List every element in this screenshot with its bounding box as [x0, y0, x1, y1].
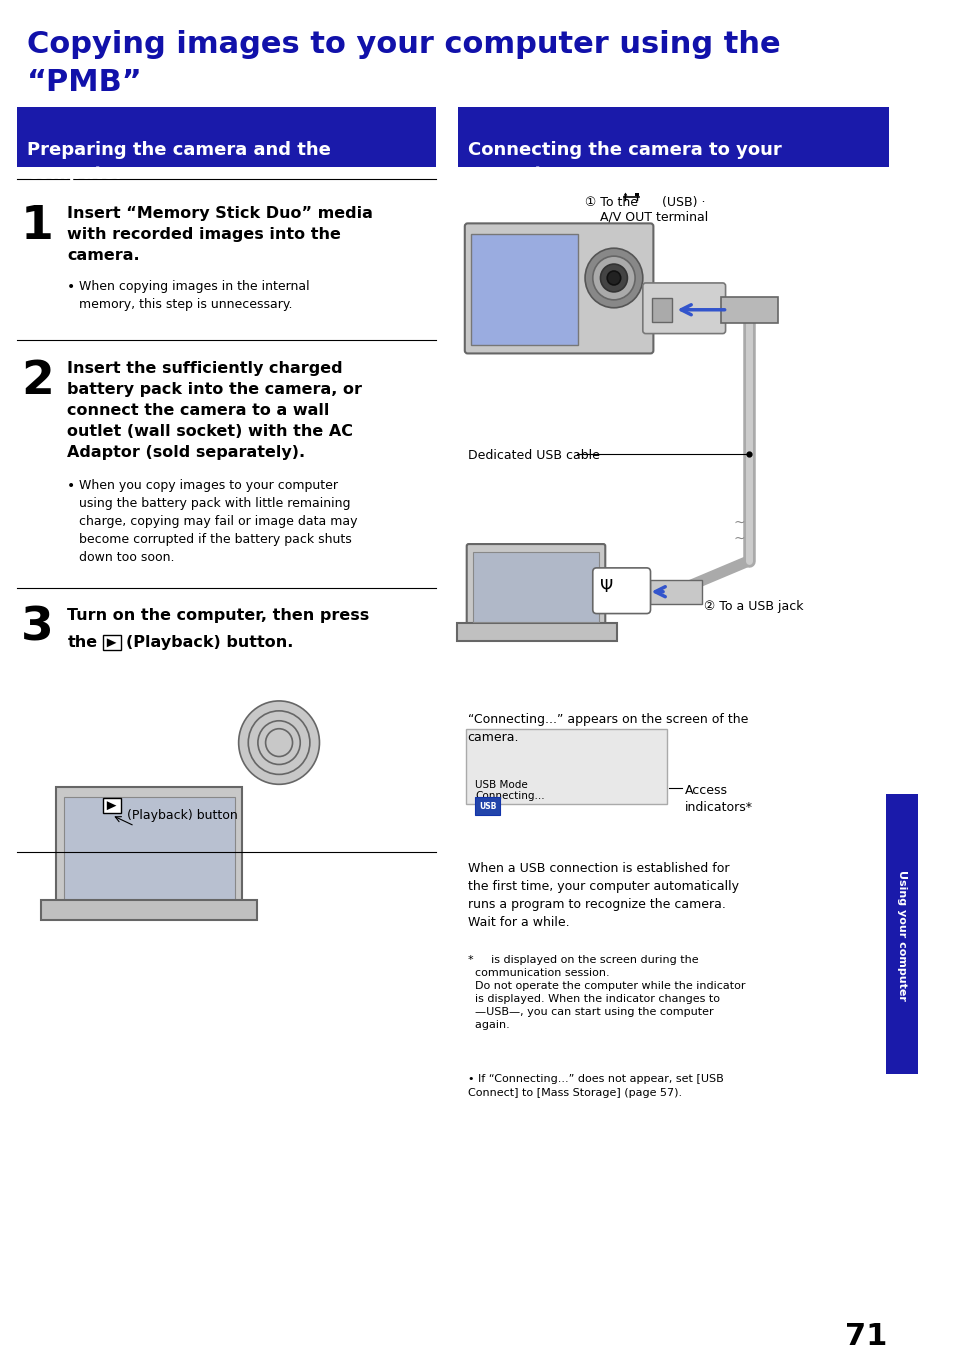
Circle shape	[238, 702, 319, 784]
Text: Insert the sufficiently charged
battery pack into the camera, or
connect the cam: Insert the sufficiently charged battery …	[68, 361, 362, 460]
FancyBboxPatch shape	[473, 552, 598, 622]
Text: the: the	[68, 635, 97, 650]
Text: When copying images in the internal
memory, this step is unnecessary.: When copying images in the internal memo…	[79, 280, 309, 311]
Text: again.: again.	[467, 1019, 509, 1030]
Text: When you copy images to your computer
using the battery pack with little remaini: When you copy images to your computer us…	[79, 479, 357, 563]
Circle shape	[606, 271, 620, 285]
Circle shape	[599, 265, 627, 292]
Text: communication session.: communication session.	[467, 968, 609, 978]
Circle shape	[265, 729, 293, 756]
Text: *     is displayed on the screen during the: * is displayed on the screen during the	[467, 955, 698, 965]
FancyBboxPatch shape	[466, 544, 604, 630]
Text: Turn on the computer, then press: Turn on the computer, then press	[68, 608, 369, 623]
Polygon shape	[107, 801, 116, 810]
Text: 2: 2	[21, 360, 54, 404]
Text: “PMB”: “PMB”	[27, 68, 143, 96]
FancyBboxPatch shape	[642, 284, 725, 334]
Circle shape	[257, 721, 300, 764]
FancyBboxPatch shape	[456, 623, 617, 642]
Text: Dedicated USB cable: Dedicated USB cable	[467, 449, 598, 461]
FancyBboxPatch shape	[64, 797, 234, 902]
FancyBboxPatch shape	[652, 297, 671, 322]
Text: • If “Connecting...” does not appear, set [USB
Connect] to [Mass Storage] (page : • If “Connecting...” does not appear, se…	[467, 1075, 722, 1098]
FancyBboxPatch shape	[56, 787, 242, 911]
Text: —USB—, you can start using the computer: —USB—, you can start using the computer	[467, 1007, 713, 1016]
FancyBboxPatch shape	[475, 797, 500, 816]
Text: ② To a USB jack: ② To a USB jack	[703, 600, 803, 612]
Text: •: •	[68, 280, 75, 294]
FancyBboxPatch shape	[649, 579, 700, 604]
Text: •: •	[68, 479, 75, 493]
Polygon shape	[623, 193, 627, 195]
Text: Access
indicators*: Access indicators*	[684, 784, 752, 814]
Text: 3: 3	[21, 605, 54, 650]
Text: Insert “Memory Stick Duo” media
with recorded images into the
camera.: Insert “Memory Stick Duo” media with rec…	[68, 205, 373, 262]
FancyBboxPatch shape	[885, 794, 917, 1075]
FancyBboxPatch shape	[720, 297, 777, 323]
Text: ① To the      (USB) ·: ① To the (USB) ·	[584, 195, 705, 209]
FancyBboxPatch shape	[470, 235, 578, 345]
Circle shape	[248, 711, 310, 775]
Text: Do not operate the computer while the indicator: Do not operate the computer while the in…	[467, 981, 744, 991]
Circle shape	[592, 256, 635, 300]
Polygon shape	[107, 638, 116, 647]
Text: When a USB connection is established for
the first time, your computer automatic: When a USB connection is established for…	[467, 862, 738, 928]
Text: A/V OUT terminal: A/V OUT terminal	[599, 210, 708, 224]
Text: is displayed. When the indicator changes to: is displayed. When the indicator changes…	[467, 993, 719, 1004]
Text: USB: USB	[478, 802, 497, 811]
Text: Copying images to your computer using the: Copying images to your computer using th…	[27, 30, 780, 58]
FancyBboxPatch shape	[103, 798, 121, 813]
Text: Using your computer: Using your computer	[896, 870, 905, 1000]
Text: (Playback) button: (Playback) button	[127, 809, 237, 822]
Text: ~
~: ~ ~	[733, 516, 744, 546]
Text: Ψ: Ψ	[599, 578, 613, 596]
Text: USB Mode: USB Mode	[475, 780, 528, 790]
Text: Connecting the camera to your
computer: Connecting the camera to your computer	[467, 141, 781, 183]
Text: Connecting...: Connecting...	[475, 791, 544, 801]
Text: 71: 71	[844, 1323, 886, 1352]
Circle shape	[584, 248, 642, 308]
FancyBboxPatch shape	[465, 729, 666, 805]
Text: Preparing the camera and the
computer: Preparing the camera and the computer	[27, 141, 331, 183]
FancyBboxPatch shape	[41, 901, 256, 920]
FancyBboxPatch shape	[635, 193, 639, 195]
Text: 1: 1	[21, 204, 54, 248]
FancyBboxPatch shape	[103, 635, 121, 650]
FancyBboxPatch shape	[592, 567, 650, 613]
Text: (Playback) button.: (Playback) button.	[126, 635, 294, 650]
FancyBboxPatch shape	[457, 107, 888, 167]
FancyBboxPatch shape	[17, 107, 436, 167]
FancyBboxPatch shape	[464, 224, 653, 353]
Text: “Connecting...” appears on the screen of the
camera.: “Connecting...” appears on the screen of…	[467, 712, 747, 744]
